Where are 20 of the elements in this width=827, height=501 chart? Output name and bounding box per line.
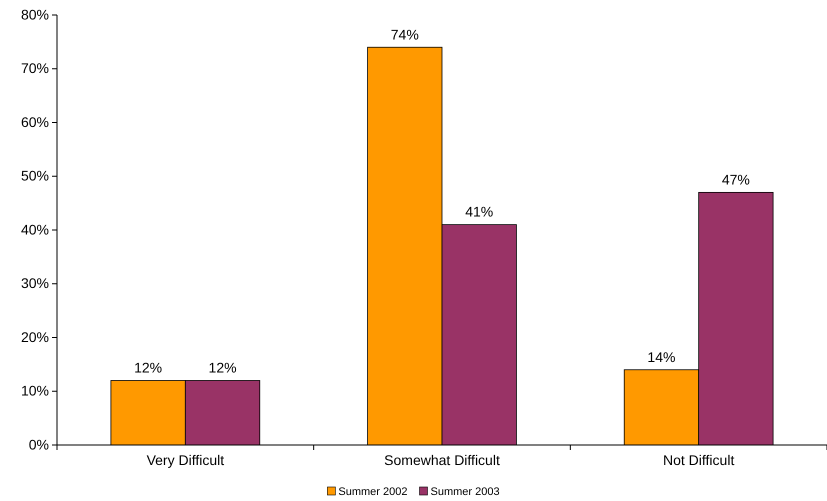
y-tick-label: 30% bbox=[20, 275, 49, 292]
y-tick-label: 60% bbox=[20, 114, 49, 130]
data-label: 12% bbox=[208, 360, 237, 376]
y-tick-label: 0% bbox=[28, 436, 49, 452]
x-tick-label: Somewhat Difficult bbox=[384, 452, 500, 468]
y-tick-label: 10% bbox=[20, 382, 49, 399]
x-tick-label: Very Difficult bbox=[146, 452, 224, 468]
legend-label: Summer 2003 bbox=[430, 486, 500, 498]
data-label: 74% bbox=[390, 26, 419, 42]
y-tick-label: 70% bbox=[20, 60, 49, 76]
y-tick-label: 20% bbox=[20, 328, 49, 345]
data-label: 14% bbox=[647, 348, 676, 365]
data-label: 41% bbox=[465, 204, 494, 220]
y-tick-label: 50% bbox=[20, 168, 49, 184]
data-label: 47% bbox=[722, 171, 750, 188]
y-tick-label: 80% bbox=[20, 6, 49, 22]
x-tick-label: Not Difficult bbox=[663, 452, 734, 468]
data-label: 12% bbox=[134, 360, 162, 376]
legend-label: Summer 2002 bbox=[338, 486, 408, 498]
y-tick-label: 40% bbox=[20, 221, 49, 238]
